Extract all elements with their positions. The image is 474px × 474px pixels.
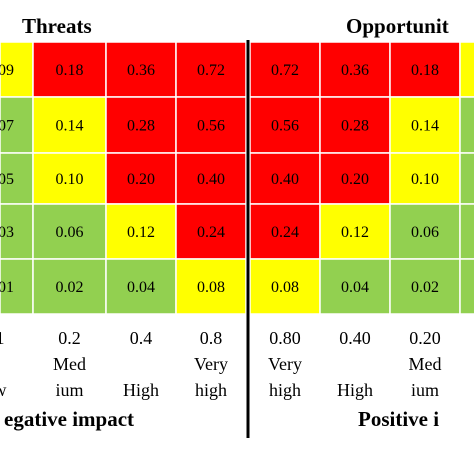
threat-cell: [105, 152, 177, 205]
threat-impact-label: Med: [53, 354, 86, 374]
threat-cell-value: 0.36: [127, 62, 155, 79]
opportunity-cell-value: 0.72: [271, 62, 299, 79]
opportunity-cell: [319, 258, 391, 315]
opportunity-cell-value: 0.24: [271, 224, 299, 241]
opportunity-cell: [319, 152, 391, 205]
threat-cell-value: 0.18: [56, 62, 84, 79]
threat-impact-value: 1: [0, 328, 5, 348]
opportunity-impact-value: 0.80: [269, 328, 301, 348]
threat-impact-value: 0.2: [58, 328, 81, 348]
opportunity-cell-value: 0.08: [271, 279, 299, 296]
threat-cell-value: 0.08: [197, 279, 225, 296]
threat-cell-value: 0.72: [197, 62, 225, 79]
opportunity-cell-value: 0.02: [411, 279, 439, 296]
threat-cell: [32, 152, 107, 205]
opportunity-cell-value: 0.12: [341, 224, 369, 241]
probability-label: 01: [0, 279, 14, 296]
opportunity-cell: [459, 152, 474, 205]
threat-cell: [175, 96, 247, 154]
threat-impact-label: high: [194, 380, 227, 400]
threat-cell: [32, 203, 107, 260]
threat-cell-value: 0.24: [197, 224, 225, 241]
threat-impact-label: Very: [194, 354, 228, 374]
threat-cell-value: 0.12: [127, 224, 155, 241]
opportunity-cell: [459, 203, 474, 260]
opportunity-cell: [459, 96, 474, 154]
probability-label: 07: [0, 118, 14, 135]
probability-label: 03: [0, 224, 14, 241]
opportunity-cell-value: 0.10: [411, 171, 439, 188]
threat-cell: [175, 152, 247, 205]
opportunity-cell-value: 0.28: [341, 118, 369, 135]
threat-cell: [32, 258, 107, 315]
opportunity-impact-label: high: [268, 380, 301, 400]
threat-cell-value: 0.02: [56, 279, 84, 296]
threat-cell-value: 0.04: [127, 279, 155, 296]
threat-cell-value: 0.10: [56, 171, 84, 188]
probability-label: 05: [0, 171, 14, 188]
opportunity-cell: [249, 258, 321, 315]
opportunity-cell: [389, 96, 461, 154]
opportunity-impact-value: 0.20: [409, 328, 441, 348]
opportunity-impact-label: High: [337, 380, 373, 400]
threat-impact-label: w: [0, 378, 10, 403]
opportunity-impact-label: Very: [268, 354, 302, 374]
opportunity-cell: [249, 41, 321, 98]
opportunity-cell: [389, 258, 461, 315]
threat-impact-label: High: [123, 380, 159, 400]
opportunity-cell-value: 0.14: [411, 118, 439, 135]
opportunity-cell-value: 0.56: [271, 118, 299, 135]
opportunities-title: Opportunit: [346, 14, 449, 38]
threat-cell: [0, 203, 34, 260]
positive-impact-caption: Positive i: [358, 407, 440, 431]
threat-cell: [175, 203, 247, 260]
opportunity-cell-value: 0.20: [341, 171, 369, 188]
negative-impact-caption: egative impact: [4, 407, 135, 431]
threat-cell: [105, 96, 177, 154]
threat-impact-value: 0.8: [199, 328, 223, 348]
probability-label: 09: [0, 62, 14, 79]
threat-cell-value: 0.06: [56, 224, 84, 241]
threat-impact-label: ium: [55, 380, 84, 400]
opportunity-cell: [389, 152, 461, 205]
opportunity-cell-value: 0.36: [341, 62, 369, 79]
opportunity-cell: [459, 41, 474, 98]
opportunity-cell-value: 0.04: [341, 279, 369, 296]
threat-cell: [0, 258, 34, 315]
threat-impact-value: 0.4: [129, 328, 153, 348]
threats-title: Threats: [22, 14, 92, 38]
opportunity-impact-label: ium: [410, 380, 439, 400]
opportunity-cell: [459, 258, 474, 315]
threat-cell: [105, 203, 177, 260]
opportunity-cell-value: 0.40: [271, 171, 299, 188]
opportunity-cell-value: 0.18: [411, 62, 439, 79]
threat-cell: [175, 258, 247, 315]
threat-cell: [105, 258, 177, 315]
opportunity-cell-value: 0.06: [411, 224, 439, 241]
threat-cell-value: 0.40: [197, 171, 225, 188]
opportunity-impact-value: 0.40: [339, 328, 371, 348]
threat-cell-value: 0.14: [56, 118, 84, 135]
threat-cell-value: 0.56: [197, 118, 225, 135]
opportunity-impact-label: Med: [408, 354, 442, 374]
threat-cell-value: 0.20: [127, 171, 155, 188]
threat-cell-value: 0.28: [127, 118, 155, 135]
